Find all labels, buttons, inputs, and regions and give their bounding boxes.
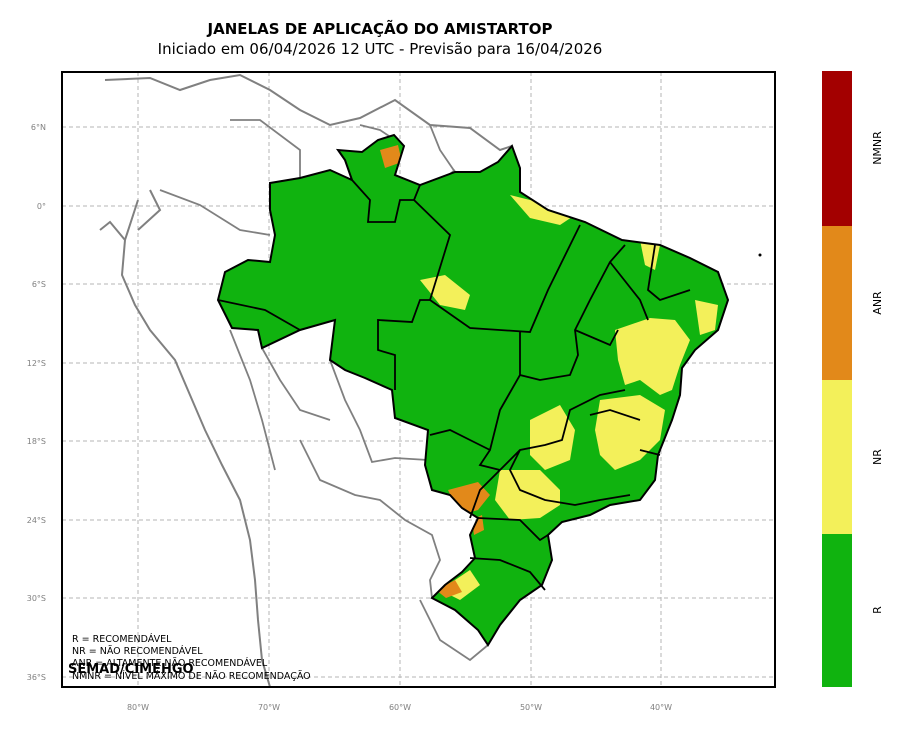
colorbar-label: NMNR xyxy=(871,131,884,165)
credit-label: SEMAD/CIMEHGO xyxy=(68,662,194,677)
legend-note: NMNR = NÍVEL MÁXIMO DE NÃO RECOMENDAÇÃO xyxy=(72,670,311,682)
lon-tick: 60°W xyxy=(389,703,411,712)
legend-notes: R = RECOMENDÁVEL NR = NÃO RECOMENDÁVEL A… xyxy=(72,633,311,682)
lat-tick: 6°N xyxy=(31,123,46,132)
legend-note: ANR = ALTAMENTE NÃO RECOMENDÁVEL xyxy=(72,657,268,669)
lon-tick: 70°W xyxy=(258,703,280,712)
lon-tick: 80°W xyxy=(127,703,149,712)
map-frame xyxy=(61,71,776,688)
south-america-coastline xyxy=(99,73,513,688)
brazil-border xyxy=(216,133,730,647)
colorbar-label: R xyxy=(871,606,884,614)
colorbar-label: ANR xyxy=(871,291,884,315)
zone-nr xyxy=(420,195,718,600)
lat-tick: 6°S xyxy=(32,280,46,289)
lon-tick: 40°W xyxy=(650,703,672,712)
colorbar-segment xyxy=(822,226,852,380)
island-dot xyxy=(758,253,762,257)
map-subtitle: Iniciado em 06/04/2026 12 UTC - Previsão… xyxy=(157,40,603,58)
lon-tick: 50°W xyxy=(520,703,542,712)
state-borders xyxy=(217,179,691,591)
colorbar-label: NR xyxy=(871,449,884,465)
lat-ticks: 6°N 0° 6°S 12°S 18°S 24°S 30°S 36°S xyxy=(27,123,46,682)
colorbar-segment xyxy=(822,534,852,687)
lat-tick: 12°S xyxy=(27,359,46,368)
map-title: JANELAS DE APLICAÇÃO DO AMISTARTOP xyxy=(207,20,553,38)
lat-tick: 36°S xyxy=(27,673,46,682)
legend-note: NR = NÃO RECOMENDÁVEL xyxy=(72,645,203,657)
lat-tick: 0° xyxy=(37,202,46,211)
lat-tick: 18°S xyxy=(27,437,46,446)
lon-ticks: 80°W 70°W 60°W 50°W 40°W xyxy=(127,703,672,712)
lat-tick: 30°S xyxy=(27,594,46,603)
legend-note: R = RECOMENDÁVEL xyxy=(72,633,172,645)
colorbar: NMNR ANR NR R xyxy=(822,71,884,687)
colorbar-segment xyxy=(822,71,852,226)
colorbar-segment xyxy=(822,380,852,534)
lat-tick: 24°S xyxy=(27,516,46,525)
